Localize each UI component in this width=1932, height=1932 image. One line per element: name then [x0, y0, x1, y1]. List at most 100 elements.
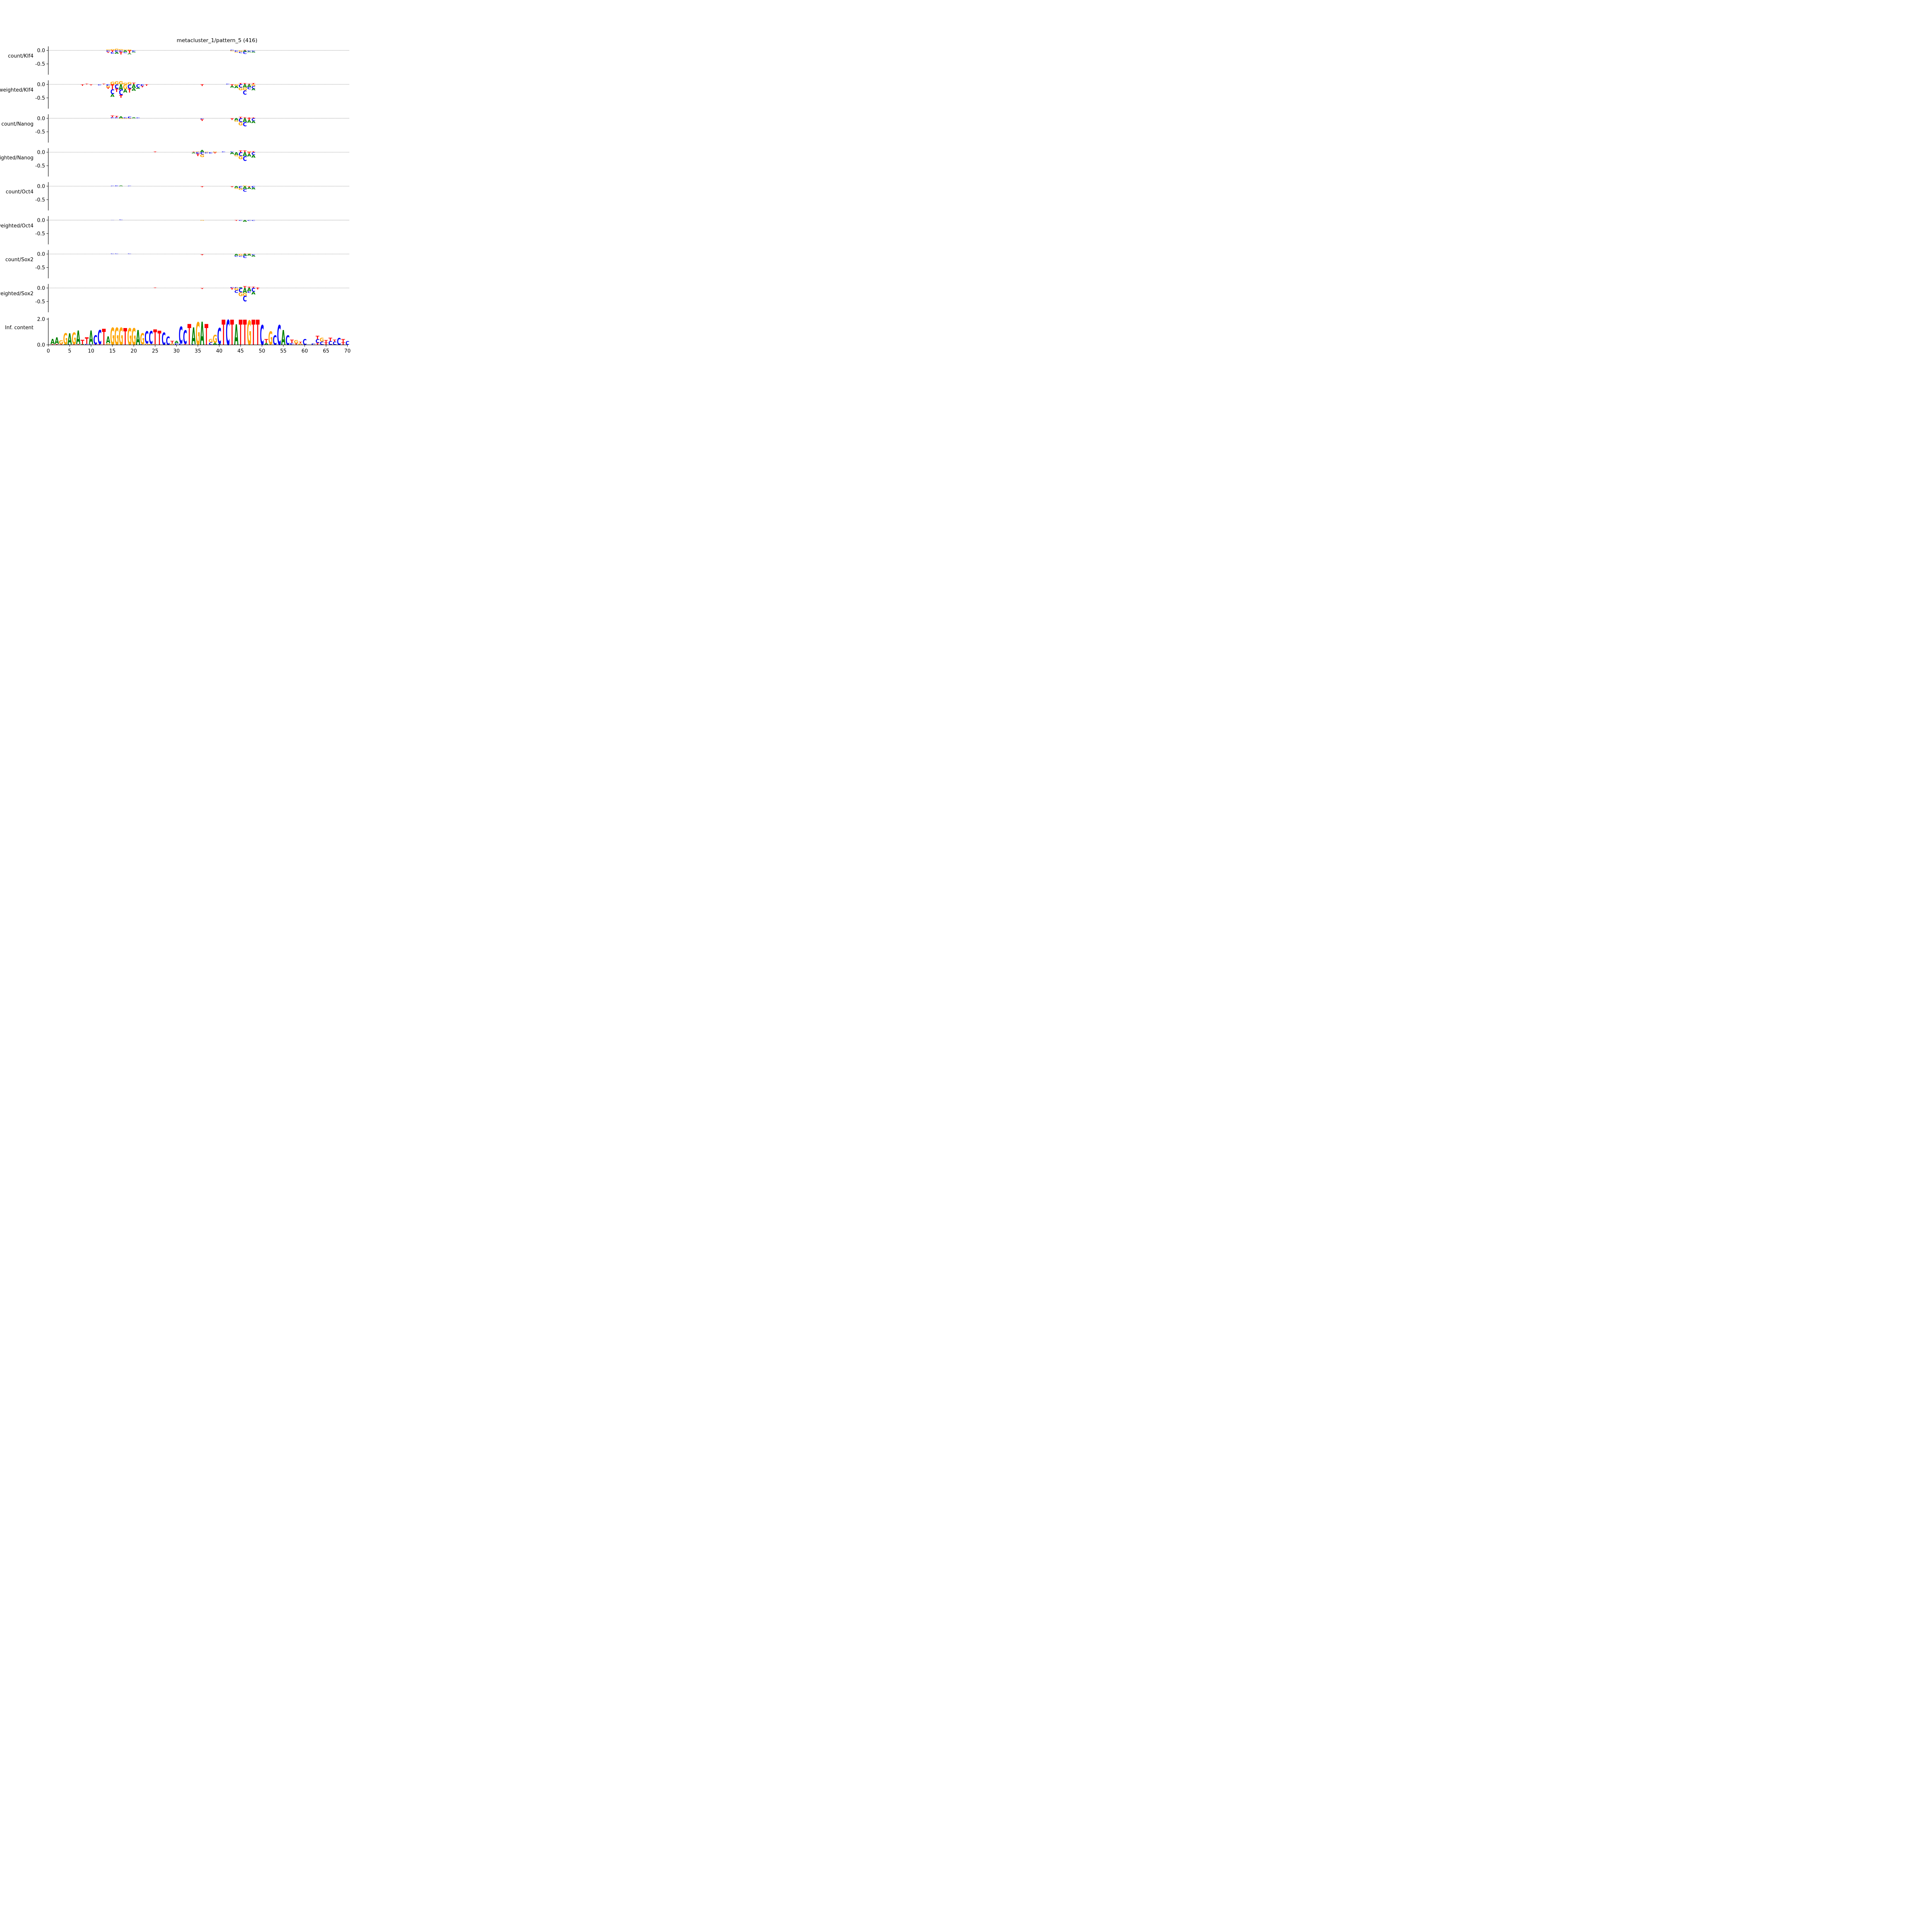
track-label: count/Sox2: [5, 257, 34, 263]
logo-letter-T: T: [55, 344, 59, 345]
logo-letter-A: A: [76, 327, 80, 349]
logo-letter-C: C: [238, 117, 242, 124]
logo-letter-T: T: [230, 186, 234, 187]
logo-letter-G: G: [298, 343, 303, 345]
logo-letter-T: T: [72, 344, 76, 345]
y-tick-label: 0.0: [37, 116, 45, 122]
x-tick-label: 15: [109, 349, 116, 354]
y-tick-label: -0.5: [35, 231, 45, 237]
logo-letter-A: A: [136, 87, 141, 89]
logo-letter-T: T: [247, 152, 251, 155]
logo-letter-G: G: [119, 81, 123, 86]
logo-letter-C: C: [111, 52, 114, 54]
logo-letter-G: G: [234, 287, 239, 291]
logo-letter-C: C: [252, 117, 256, 122]
logo-letter-G: G: [238, 253, 243, 256]
logo-letter-C: C: [200, 118, 204, 120]
logo-letter-G: G: [114, 48, 119, 51]
logo-letter-T: T: [324, 339, 328, 344]
logo-letter-T: T: [239, 150, 243, 153]
logo-letter-T: T: [51, 344, 54, 345]
logo-letter-A: A: [243, 151, 247, 158]
logo-letter-G: G: [200, 220, 204, 221]
logo-letter-T: T: [153, 326, 157, 349]
logo-letter-T: T: [145, 84, 149, 86]
x-tick-label: 5: [68, 349, 71, 354]
logo-letter-C: C: [111, 185, 114, 186]
logo-letter-A: A: [192, 323, 196, 350]
logo-letter-T: T: [153, 151, 157, 153]
logo-letter-A: A: [136, 327, 140, 350]
logo-letter-G: G: [230, 50, 235, 51]
logo-letter-A: A: [55, 336, 59, 346]
logo-letter-C: C: [311, 343, 316, 345]
logo-letter-G: G: [238, 50, 243, 52]
logo-letter-C: C: [111, 253, 114, 254]
logo-letter-T: T: [243, 83, 247, 85]
track-label: weighted/Sox2: [0, 291, 34, 297]
y-tick-label: -0.5: [35, 197, 45, 203]
logo-letter-T: T: [316, 335, 320, 340]
logo-letter-A: A: [251, 255, 256, 257]
logo-letter-T: T: [111, 50, 114, 53]
logo-letter-C: C: [247, 86, 251, 90]
logo-letter-G: G: [149, 344, 153, 345]
logo-letter-A: A: [243, 50, 247, 52]
logo-letter-T: T: [239, 83, 243, 85]
logo-letter-T: T: [247, 286, 252, 288]
logo-letter-A: A: [251, 154, 256, 158]
track: weighted/Nanog0.0-0.5TTAGCTACGGCCGTCCAAG…: [0, 148, 349, 177]
logo-letter-C: C: [247, 220, 251, 221]
x-tick-label: 55: [280, 349, 287, 354]
logo-letter-T: T: [106, 51, 110, 53]
logo-letter-T: T: [294, 343, 299, 345]
x-tick-label: 45: [237, 349, 244, 354]
logo-letter-T: T: [200, 254, 204, 255]
logo-letter-C: C: [238, 185, 242, 189]
logo-letter-T: T: [316, 342, 320, 345]
logo-letter-C: C: [106, 84, 110, 87]
logo-letter-T: T: [102, 83, 106, 85]
logo-letter-G: G: [59, 340, 63, 346]
logo-letter-C: C: [111, 117, 114, 119]
logo-letter-G: G: [238, 87, 243, 91]
logo-letter-C: C: [333, 341, 337, 346]
logo-letter-G: G: [110, 49, 115, 51]
logo-letter-A: A: [119, 116, 124, 119]
logo-letter-G: G: [127, 324, 132, 351]
x-tick-label: 25: [152, 349, 158, 354]
x-tick-label: 70: [344, 349, 351, 354]
logo-letter-G: G: [234, 155, 239, 156]
logo-letter-C: C: [243, 294, 247, 303]
logo-letter-G: G: [234, 52, 239, 53]
logo-letter-T: T: [239, 313, 243, 353]
logo-letter-T: T: [81, 338, 85, 346]
logo-letter-C: C: [243, 188, 247, 192]
logo-letter-C: C: [238, 220, 242, 221]
logo-letter-C: C: [234, 287, 238, 288]
logo-letter-G: G: [110, 323, 115, 351]
logo-letter-G: G: [234, 187, 239, 189]
logo-letter-T: T: [243, 117, 247, 119]
logo-letter-A: A: [234, 319, 238, 352]
logo-letter-T: T: [243, 50, 247, 51]
logo-letter-A: A: [243, 286, 247, 294]
logo-letter-G: G: [251, 84, 256, 87]
logo-letter-G: G: [204, 151, 209, 152]
logo-letter-A: A: [128, 53, 132, 54]
logo-letter-C: C: [106, 50, 111, 52]
logo-letter-C: C: [89, 344, 93, 345]
logo-letter-G: G: [213, 333, 218, 345]
logo-letter-G: G: [243, 185, 247, 187]
logo-letter-G: G: [123, 118, 128, 119]
logo-letter-G: G: [119, 323, 123, 351]
logo-letter-G: G: [114, 80, 119, 85]
x-tick-label: 20: [131, 349, 137, 354]
logo-letter-T: T: [247, 118, 251, 121]
logo-letter-A: A: [89, 327, 93, 349]
logo-letter-T: T: [111, 115, 114, 118]
logo-letter-C: C: [119, 88, 123, 97]
